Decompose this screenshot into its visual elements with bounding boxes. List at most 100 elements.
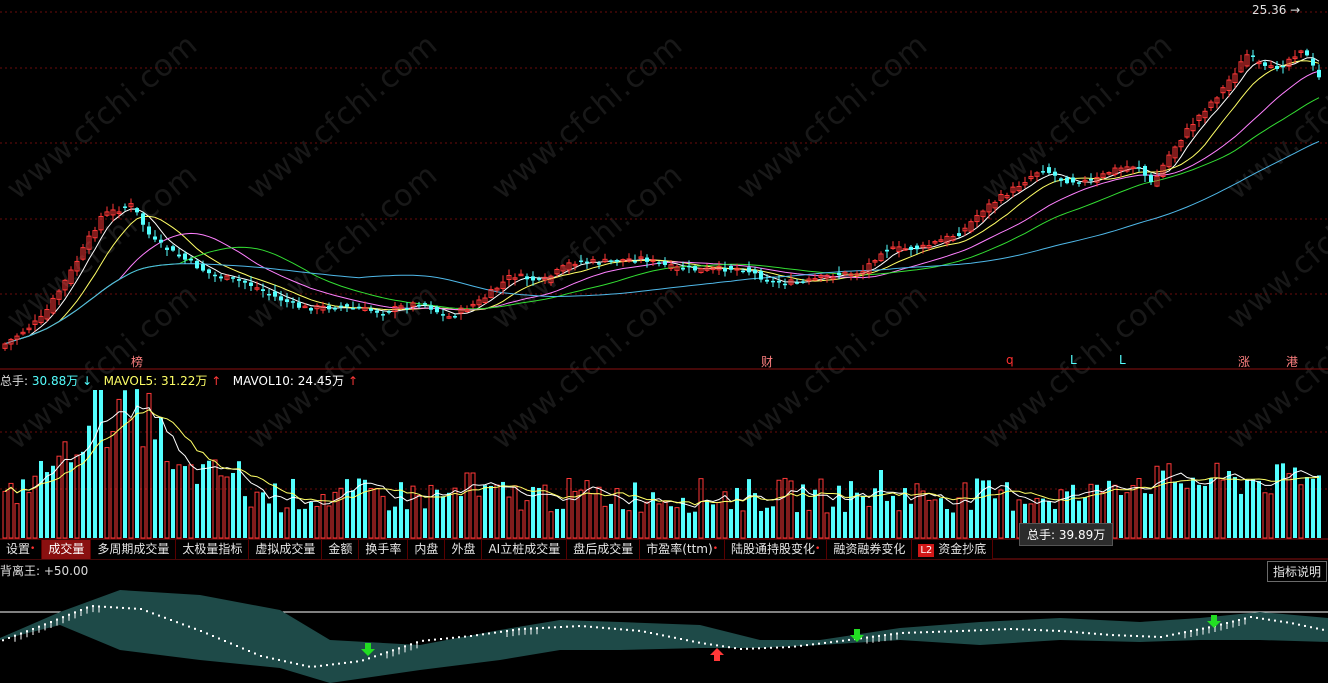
volume-bar	[831, 506, 835, 538]
candle-body	[1190, 124, 1196, 132]
candle-body	[657, 262, 661, 264]
tab-13[interactable]: 融资融券变化	[827, 540, 913, 559]
tab-8[interactable]: 外盘	[445, 540, 483, 559]
volume-bar	[176, 464, 182, 539]
volume-tooltip: 总手: 39.89万	[1019, 523, 1114, 546]
candle-body	[848, 273, 854, 276]
ma-line	[4, 57, 1320, 345]
volume-bar	[806, 509, 812, 539]
tab-6[interactable]: 换手率	[359, 540, 409, 559]
tab-3[interactable]: 太极量指标	[176, 540, 250, 559]
volume-bar	[32, 475, 38, 539]
indicator-dot	[650, 632, 652, 634]
volume-bar	[956, 497, 962, 539]
volume-bar	[1227, 470, 1231, 538]
candle-body	[1124, 166, 1130, 172]
indicator-dot	[638, 629, 640, 632]
candle-body	[962, 227, 968, 232]
volume-bar	[326, 505, 332, 539]
candle-body	[1244, 54, 1250, 67]
candle-body	[1004, 195, 1010, 199]
tab-5[interactable]: 金额	[322, 540, 360, 559]
tab-12[interactable]: 陆股通持股变化•	[725, 540, 828, 559]
volume-bar	[489, 485, 493, 538]
volume-bar	[801, 484, 805, 538]
volume-bar	[1245, 479, 1249, 538]
tab-0[interactable]: 设置•	[0, 540, 43, 559]
candle-body	[1065, 177, 1069, 184]
indicator-dot	[230, 642, 232, 645]
tab-10[interactable]: 盘后成交量	[567, 540, 641, 559]
volume-bar	[861, 495, 865, 538]
candle-body	[704, 267, 710, 271]
candle-body	[525, 276, 529, 280]
candle-body	[74, 260, 80, 272]
volume-bar	[945, 509, 949, 538]
candle-body	[812, 278, 818, 281]
volume-bar	[1149, 493, 1153, 538]
volume-bar	[435, 489, 439, 538]
volume-bar	[722, 491, 728, 539]
sell-signal-arrow-icon	[710, 648, 724, 661]
indicator-dot	[914, 631, 916, 634]
candle-body	[110, 209, 116, 216]
volume-bar	[14, 503, 20, 539]
indicator-dot	[860, 637, 862, 640]
indicator-dot	[626, 628, 628, 631]
tab-9[interactable]: AI立桩成交量	[482, 540, 568, 559]
indicator-dot	[1286, 621, 1288, 624]
indicator-dot	[782, 646, 784, 649]
volume-bar	[1184, 487, 1190, 539]
volume-bar	[740, 510, 746, 539]
event-marker[interactable]: L	[1070, 353, 1077, 367]
candle-body	[237, 279, 241, 281]
event-marker[interactable]: q	[1006, 353, 1014, 367]
candle-body	[638, 256, 644, 259]
volume-bar	[224, 476, 230, 539]
event-marker[interactable]: L	[1119, 353, 1126, 367]
volume-bar	[1161, 470, 1165, 538]
mavol10-value: 24.45万	[297, 374, 345, 388]
volume-bar	[524, 500, 530, 539]
tab-label: 太极量指标	[182, 542, 243, 556]
indicator-dot	[350, 661, 352, 664]
event-marker[interactable]: 涨	[1238, 355, 1251, 369]
volume-bar	[1166, 463, 1172, 539]
candle-body	[2, 343, 8, 349]
volume-bar	[1239, 493, 1243, 538]
volume-bar	[423, 508, 427, 538]
indicator-dot	[1292, 622, 1294, 625]
volume-bar	[813, 489, 817, 538]
ma-line	[4, 97, 1320, 345]
indicator-dot	[134, 607, 136, 610]
candle-body	[681, 267, 685, 270]
candle-body	[788, 279, 794, 285]
volume-bar	[116, 398, 122, 539]
indicator-dot	[242, 647, 244, 650]
indicator-dot	[962, 629, 964, 632]
tab-1[interactable]: 成交量	[42, 540, 92, 559]
candle-body	[1226, 79, 1232, 92]
candle-body	[14, 335, 20, 340]
event-marker[interactable]: 港	[1286, 355, 1299, 369]
l2-badge: L2	[918, 544, 935, 557]
tab-11[interactable]: 市盈率(ttm)•	[640, 540, 725, 559]
tab-7[interactable]: 内盘	[408, 540, 446, 559]
tab-14[interactable]: L2 资金抄底	[912, 540, 994, 559]
event-marker[interactable]: 榜	[131, 355, 144, 369]
volume-bar	[464, 472, 470, 539]
candle-body	[537, 278, 541, 280]
indicator-dot	[1256, 616, 1258, 619]
tab-4[interactable]: 虚拟成交量	[249, 540, 323, 559]
candle-body	[1071, 177, 1075, 183]
volume-bar	[705, 500, 709, 538]
total-volume-value: 30.88万	[31, 374, 79, 388]
indicator-dot	[1304, 624, 1306, 627]
volume-bar	[104, 447, 110, 539]
candle-body	[302, 305, 308, 309]
candle-body	[1196, 114, 1202, 122]
event-marker[interactable]: 财	[761, 355, 774, 369]
tab-2[interactable]: 多周期成交量	[91, 540, 177, 559]
indicator-help-button[interactable]: 指标说明	[1266, 561, 1327, 582]
indicator-dot	[1148, 635, 1150, 638]
